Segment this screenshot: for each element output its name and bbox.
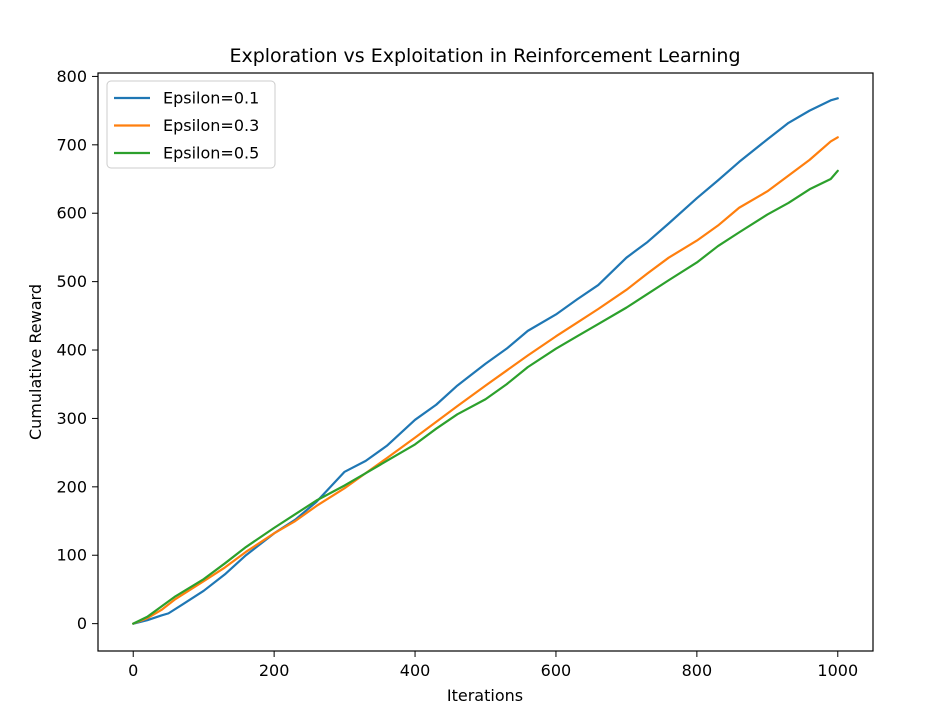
- x-tick-label-1000: 1000: [817, 661, 858, 680]
- chart-title: Exploration vs Exploitation in Reinforce…: [229, 45, 740, 67]
- legend-label-1: Epsilon=0.1: [163, 89, 259, 108]
- x-tick-label-0: 0: [128, 661, 138, 680]
- x-axis: 0 200 400 600 800 1000: [128, 651, 858, 680]
- series-line-1: [132, 97, 839, 625]
- x-tick-label-200: 200: [259, 661, 290, 680]
- y-tick-label-100: 100: [56, 546, 87, 565]
- series-line-2: [132, 136, 839, 625]
- legend-box: [106, 80, 276, 169]
- y-tick-label-200: 200: [56, 477, 87, 496]
- plot-area: [97, 72, 874, 652]
- series-line-3: [132, 169, 839, 625]
- x-tick-label-800: 800: [682, 661, 713, 680]
- y-tick-label-800: 800: [56, 67, 87, 86]
- y-tick-label-0: 0: [77, 614, 87, 633]
- x-tick-label-600: 600: [541, 661, 572, 680]
- legend-label-2: Epsilon=0.3: [163, 116, 259, 135]
- x-axis-label: Iterations: [447, 686, 523, 705]
- y-tick-label-300: 300: [56, 409, 87, 428]
- y-tick-label-400: 400: [56, 341, 87, 360]
- y-tick-label-600: 600: [56, 204, 87, 223]
- legend: Epsilon=0.1 Epsilon=0.3 Epsilon=0.5: [106, 80, 276, 169]
- x-tick-label-400: 400: [400, 661, 431, 680]
- series-lines: [132, 97, 839, 625]
- y-axis-label: Cumulative Reward: [26, 284, 45, 440]
- y-tick-label-500: 500: [56, 272, 87, 291]
- y-axis: 0 100 200 300 400 500 600 700 800: [56, 67, 98, 633]
- y-tick-label-700: 700: [56, 135, 87, 154]
- legend-label-3: Epsilon=0.5: [163, 144, 259, 163]
